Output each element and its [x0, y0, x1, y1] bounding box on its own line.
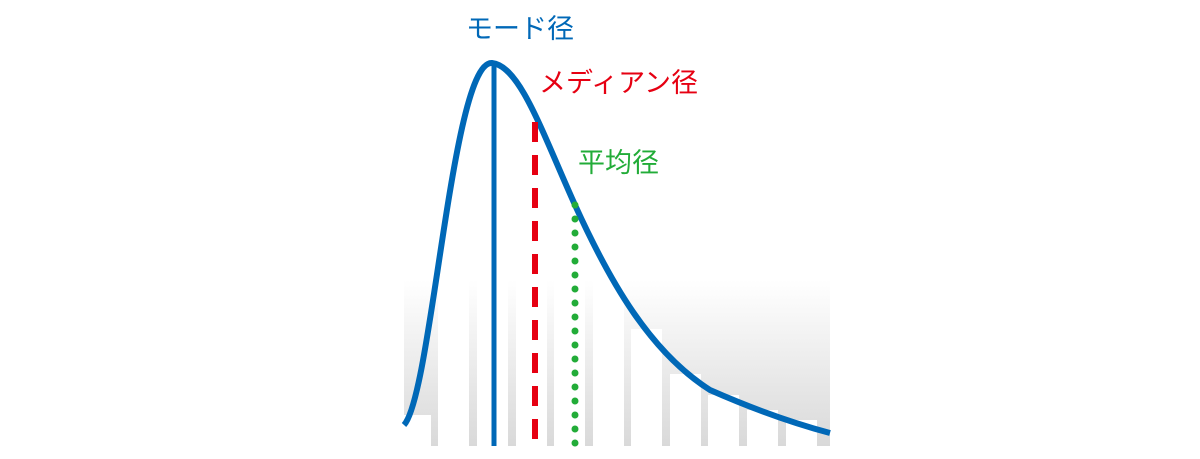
histogram-bar — [554, 280, 585, 459]
mean-label: 平均径 — [578, 148, 659, 179]
median-label: メディアン径 — [539, 68, 699, 99]
histogram-bar — [631, 329, 662, 459]
histogram-bar — [438, 280, 469, 459]
histogram-bar — [670, 374, 701, 459]
histogram-bar — [708, 395, 739, 459]
distribution-curve — [401, 59, 831, 436]
mode-label: モード径 — [466, 14, 574, 45]
histogram-bar — [516, 280, 547, 459]
histogram-bar — [593, 280, 624, 459]
